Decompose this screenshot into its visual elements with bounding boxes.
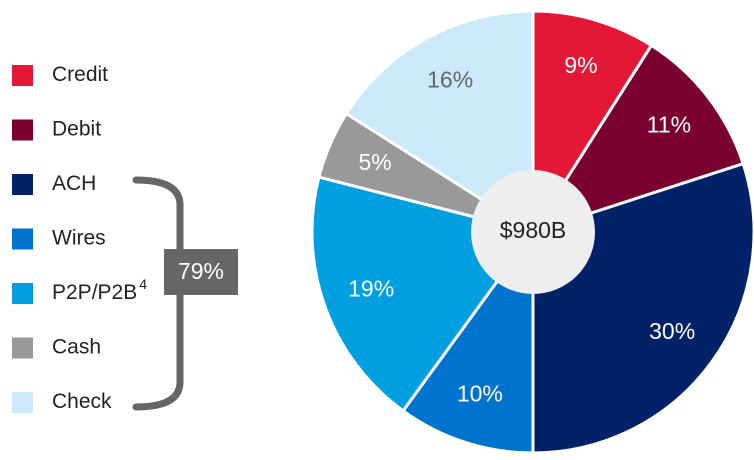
legend-swatch xyxy=(12,283,33,304)
center-label: $980B xyxy=(500,217,567,243)
legend-label-text: ACH xyxy=(52,172,96,195)
legend-label: Cash xyxy=(52,335,101,358)
legend-swatch xyxy=(12,174,33,195)
legend-label-text: Debit xyxy=(52,117,101,140)
legend-swatch xyxy=(12,337,33,359)
pie-slice xyxy=(531,9,654,238)
legend-swatch xyxy=(12,65,33,86)
slice-label: 9% xyxy=(564,52,597,78)
legend-label: P2P/P2B 4 xyxy=(52,276,147,304)
bracket-label-box xyxy=(164,249,238,295)
slice-label: 19% xyxy=(348,275,394,301)
slice-label: 11% xyxy=(647,112,691,138)
legend-label: Check xyxy=(52,390,112,413)
legend-label: Wires xyxy=(52,226,106,249)
slice-label: 10% xyxy=(457,381,503,407)
legend-label: ACH xyxy=(52,172,96,195)
center-circle xyxy=(471,170,595,294)
legend-label-text: P2P/P2B xyxy=(52,281,137,304)
bracket-label: 79% xyxy=(178,258,224,284)
pie-slice xyxy=(401,227,535,455)
legend-label-text: Cash xyxy=(52,335,101,358)
legend-label-text: Wires xyxy=(52,226,106,249)
pie-slice xyxy=(529,43,746,235)
legend-swatch xyxy=(12,228,33,250)
legend-swatch xyxy=(12,119,33,141)
pie-slice xyxy=(344,9,535,235)
legend-footnote: 4 xyxy=(139,276,147,292)
slice-label: 16% xyxy=(427,66,473,92)
legend-label-text: Check xyxy=(52,390,112,413)
legend-swatch xyxy=(12,392,33,413)
slice-label: 30% xyxy=(649,318,695,344)
legend-label-text: Credit xyxy=(52,63,108,86)
legend-label: Debit xyxy=(52,117,101,140)
slice-label: 5% xyxy=(359,149,392,175)
legend-label: Credit xyxy=(52,63,108,86)
